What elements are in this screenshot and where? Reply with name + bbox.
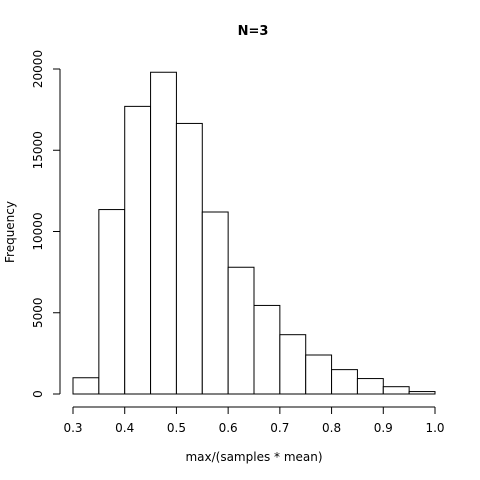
histogram-bar-4 [150,71,177,395]
x-tick-label: 0.9 [374,421,393,435]
y-axis: 0 5000 10000 15000 20000 [31,50,61,398]
y-tick-label: 0 [31,390,45,398]
histogram-bar-13 [382,386,410,395]
y-tick-label: 20000 [31,50,45,88]
x-tick-label: 0.3 [63,421,82,435]
x-tick-label: 1.0 [425,421,444,435]
histogram-bar-8 [253,304,281,395]
y-tick-label: 10000 [31,212,45,250]
x-tick-label: 0.7 [270,421,289,435]
y-axis-label: Frequency [3,201,17,263]
chart-title: N=3 [238,24,269,39]
histogram-bar-9 [279,334,307,395]
x-tick-label: 0.5 [167,421,186,435]
histogram-bar-2 [98,209,126,395]
histogram-bar-10 [305,354,333,395]
histogram-bar-5 [175,122,203,395]
x-axis-label: max/(samples * mean) [185,450,322,464]
x-axis: 0.3 0.4 0.5 0.6 0.7 0.8 0.9 1.0 [63,406,445,435]
histogram-bar-12 [356,378,384,395]
y-tick-label: 5000 [31,297,45,328]
histogram-bar-11 [331,369,358,395]
x-tick-label: 0.8 [322,421,341,435]
bars-group [72,71,436,395]
x-tick-label: 0.4 [115,421,134,435]
histogram-bar-1 [72,377,100,395]
x-tick-label: 0.6 [219,421,238,435]
histogram-bar-3 [124,105,152,395]
y-tick-label: 15000 [31,131,45,169]
histogram-bar-6 [201,211,229,395]
histogram-bar-14 [408,391,436,395]
histogram-bar-7 [227,266,255,395]
